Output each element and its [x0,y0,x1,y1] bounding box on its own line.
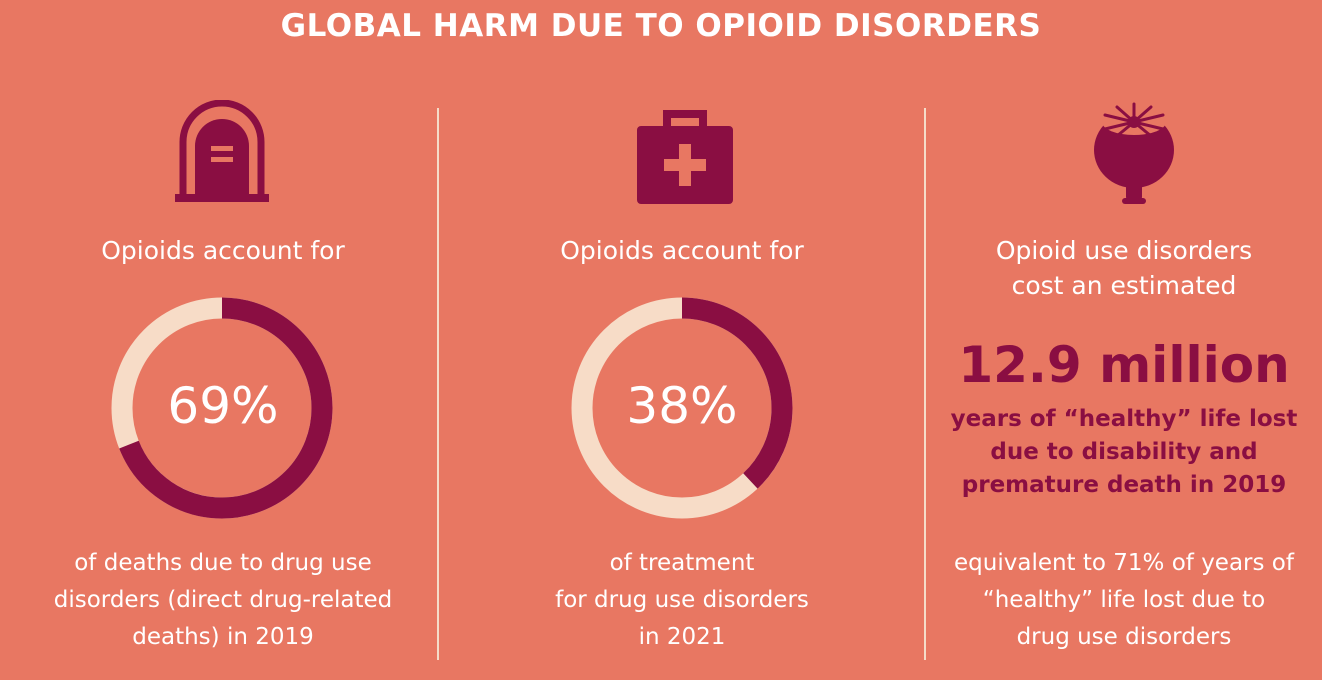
donut-value-arc [111,297,333,519]
footnote-line: drug use disorders [1016,624,1232,650]
donut-value-arc [571,297,793,519]
highlight-text: years of “healthy” life lost due to disa… [926,403,1322,502]
highlight-line: years of “healthy” life lost [950,406,1298,432]
footnote-line: in 2021 [638,624,726,650]
poppy-pod-icon [1094,102,1174,204]
percent-label: 69% [167,377,279,435]
panel-intro: Opioids account for [560,236,804,265]
panel-intro: Opioids account for [101,236,345,265]
panel-intro: Opioid use disorders cost an estimated [926,233,1322,303]
footnote-line: disorders (direct drug-related [53,587,393,613]
panel-footnote: of deaths due to drug use disorders (dir… [0,545,446,656]
footnote-line: deaths) in 2019 [132,624,314,650]
infographic-title: GLOBAL HARM DUE TO OPIOID DISORDERS [280,8,1042,44]
panel-footnote: equivalent to 71% of years of “healthy” … [926,545,1322,656]
panel-treatment: Opioids account for 38% of treatment for… [440,0,924,680]
footnote-line: of treatment [609,550,755,576]
panel-footnote: of treatment for drug use disorders in 2… [440,545,924,656]
column-divider [924,108,926,660]
first-aid-kit-icon [637,110,733,204]
footnote-line: equivalent to 71% of years of [954,550,1294,576]
donut-chart [571,297,793,519]
footnote-line: for drug use disorders [555,587,809,613]
intro-line: cost an estimated [1011,271,1237,300]
highlight-line: premature death in 2019 [961,472,1287,498]
column-divider [437,108,439,660]
donut-chart [111,297,333,519]
big-number: 12.9 million [958,336,1290,394]
gravestone-icon [175,100,269,202]
panel-healthy-life-lost: Opioid use disorders cost an estimated 1… [926,0,1322,680]
footnote-line: of deaths due to drug use [74,550,372,576]
panel-deaths: Opioids account for 69% of deaths due to… [0,0,446,680]
percent-label: 38% [626,377,738,435]
highlight-line: due to disability and [990,439,1258,465]
footnote-line: “healthy” life lost due to [982,587,1266,613]
intro-line: Opioid use disorders [995,236,1253,265]
